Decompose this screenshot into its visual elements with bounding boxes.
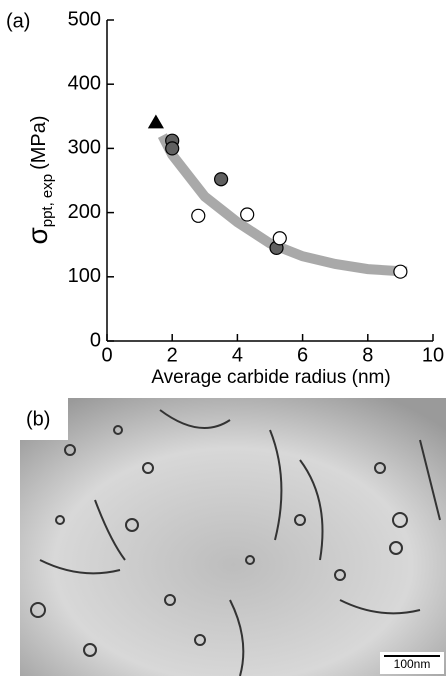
point	[191, 208, 206, 223]
y-axis-label: σppt, exp (MPa)	[22, 115, 56, 244]
micrograph-image	[20, 398, 446, 676]
x-axis-label: Average carbide radius (nm)	[151, 367, 390, 388]
point	[393, 264, 408, 279]
y-label-symbol: σ	[22, 227, 53, 244]
y-tick-label: 300	[68, 137, 101, 159]
point	[272, 231, 287, 246]
x-tick-label: 4	[232, 344, 243, 366]
fit-curve	[157, 133, 408, 277]
y-tick-label: 100	[68, 265, 101, 287]
micrograph-features	[30, 409, 441, 676]
x-tick-label: 0	[101, 344, 112, 366]
y-tick-label: 0	[90, 329, 101, 351]
point	[147, 114, 164, 129]
x-tick-label: 8	[362, 344, 373, 366]
micrograph: (b) 100nm	[20, 398, 446, 676]
y-tick-label: 500	[68, 8, 101, 30]
plot-area: 0 100 200 300 400 500 0 2 4 6 8 10	[68, 8, 445, 366]
panel-label: (a)	[6, 10, 30, 32]
point	[214, 172, 229, 187]
y-tick-label: 200	[68, 201, 101, 223]
scale-bar-label: 100nm	[394, 657, 431, 671]
panel-label-box	[20, 398, 68, 440]
panel-label: (b)	[26, 408, 50, 430]
x-tick-label: 6	[297, 344, 308, 366]
scale-bar-box	[380, 652, 444, 674]
x-tick-label: 2	[167, 344, 178, 366]
y-tick-label: 400	[68, 72, 101, 94]
y-label-subscript: ppt, exp	[39, 174, 56, 227]
point	[165, 141, 180, 156]
x-tick-label: 10	[422, 344, 444, 366]
point	[240, 207, 255, 222]
y-label-unit: (MPa)	[28, 115, 50, 169]
